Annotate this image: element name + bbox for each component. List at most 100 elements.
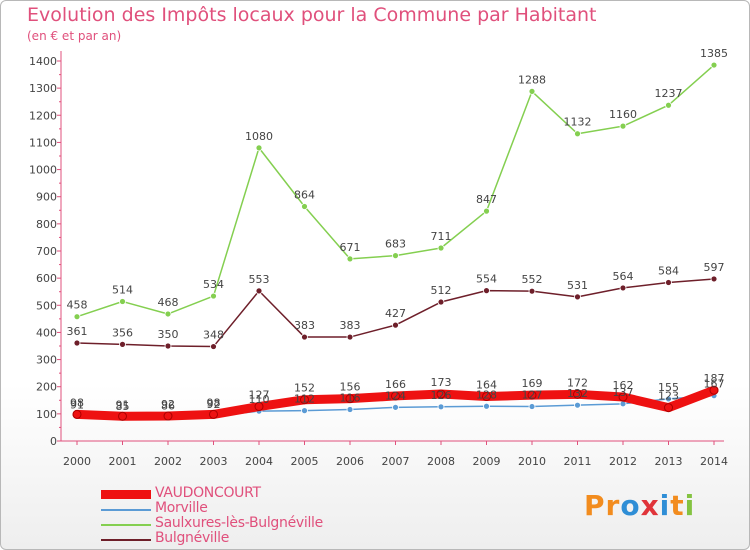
data-point-saulxures [346,255,354,263]
y-tick-label: 1400 [29,55,57,68]
logo-letter: r [605,489,621,522]
logo-letter: t [670,489,685,522]
data-label-morville: 116 [340,392,361,405]
data-label-morville: 124 [385,389,406,402]
data-point-bulgneville [210,343,217,350]
logo-letter: i [659,489,671,522]
data-point-bulgneville [119,340,126,348]
data-point-saulxures [210,292,217,300]
data-point-vaudoncourt [163,411,173,421]
data-point-saulxures [528,88,536,95]
y-tick-label: 200 [36,381,57,394]
data-point-saulxures [665,101,672,109]
data-label-saulxures: 1385 [700,47,728,60]
data-label-vaudoncourt: 152 [294,382,315,395]
data-label-saulxures: 458 [67,299,88,312]
x-tick-label: 2007 [382,455,410,468]
data-point-bulgneville [619,284,627,292]
data-label-vaudoncourt: 172 [567,376,588,389]
x-tick-label: 2005 [291,455,319,468]
data-label-bulgneville: 597 [704,261,725,274]
data-point-bulgneville [255,287,263,295]
y-tick-label: 500 [36,299,57,312]
legend-swatch-vaudoncourt [101,490,151,499]
data-point-saulxures [119,298,126,305]
data-label-morville: 137 [613,386,634,399]
data-label-saulxures: 1288 [518,73,546,86]
data-label-bulgneville: 553 [249,273,270,286]
data-point-saulxures [710,61,718,69]
data-point-vaudoncourt [72,409,82,419]
data-point-morville [346,406,354,413]
data-point-vaudoncourt [482,391,491,401]
data-point-morville [665,395,672,403]
data-point-morville [301,407,308,415]
data-label-bulgneville: 564 [613,270,634,283]
x-tick-label: 2011 [564,455,592,468]
data-label-bulgneville: 361 [67,325,88,338]
x-tick-label: 2010 [518,455,546,468]
x-tick-label: 2014 [700,455,728,468]
data-point-vaudoncourt [300,395,309,405]
data-point-bulgneville [301,333,308,341]
legend-swatch-bulgneville [101,539,151,541]
data-label-saulxures: 847 [476,193,497,206]
data-point-morville [574,401,581,409]
data-label-morville: 167 [704,378,725,391]
data-point-bulgneville [665,279,672,286]
data-label-morville: 85 [116,400,130,413]
data-point-vaudoncourt [573,389,582,399]
x-tick-label: 2012 [609,455,637,468]
data-label-vaudoncourt: 156 [340,381,361,394]
data-label-saulxures: 683 [385,238,406,251]
data-point-bulgneville [73,339,81,347]
data-point-vaudoncourt [527,390,537,400]
data-point-morville [437,403,445,411]
data-label-bulgneville: 512 [431,284,452,297]
legend-swatch-saulxures [101,524,151,526]
data-label-saulxures: 864 [294,188,315,201]
legend-label-saulxures: Saulxures-lès-Bulgnéville [155,515,323,531]
x-tick-label: 2006 [336,455,364,468]
data-label-morville: 126 [431,389,452,402]
data-label-bulgneville: 356 [112,326,133,339]
data-label-saulxures: 711 [431,230,452,243]
data-point-vaudoncourt [254,402,264,412]
legend-label-vaudoncourt: VAUDONCOURT [155,485,261,501]
data-label-saulxures: 514 [112,283,133,296]
data-label-vaudoncourt: 166 [385,378,406,391]
data-point-saulxures [574,130,581,138]
x-tick-label: 2013 [655,455,683,468]
data-label-morville: 86 [161,400,175,413]
data-label-saulxures: 1080 [245,130,273,143]
data-label-vaudoncourt: 164 [476,378,497,391]
chart-subtitle: (en € et par an) [27,29,122,43]
data-point-bulgneville [710,275,718,283]
y-tick-label: 300 [36,354,57,367]
y-tick-label: 100 [36,408,57,421]
data-label-vaudoncourt: 123 [658,390,679,403]
data-label-morville: 92 [207,398,221,411]
data-label-bulgneville: 427 [385,307,406,320]
x-tick-label: 2000 [63,455,91,468]
data-point-vaudoncourt [345,394,355,404]
logo-letter: P [584,489,606,522]
y-tick-label: 400 [36,326,57,339]
data-point-vaudoncourt [209,409,218,419]
data-label-bulgneville: 554 [476,273,497,286]
data-label-bulgneville: 348 [203,329,224,342]
proxiti-logo: Proxiti [584,489,695,522]
x-tick-label: 2009 [473,455,501,468]
x-tick-label: 2008 [427,455,455,468]
data-label-bulgneville: 350 [158,328,179,341]
data-label-vaudoncourt: 169 [522,377,543,390]
data-label-bulgneville: 531 [567,279,588,292]
data-point-morville [528,403,536,410]
data-point-vaudoncourt [709,385,719,395]
x-tick-label: 2004 [245,455,273,468]
data-label-vaudoncourt: 162 [613,379,634,392]
data-point-bulgneville [574,293,581,301]
data-label-saulxures: 671 [340,241,361,254]
data-label-vaudoncourt: 91 [116,398,130,411]
